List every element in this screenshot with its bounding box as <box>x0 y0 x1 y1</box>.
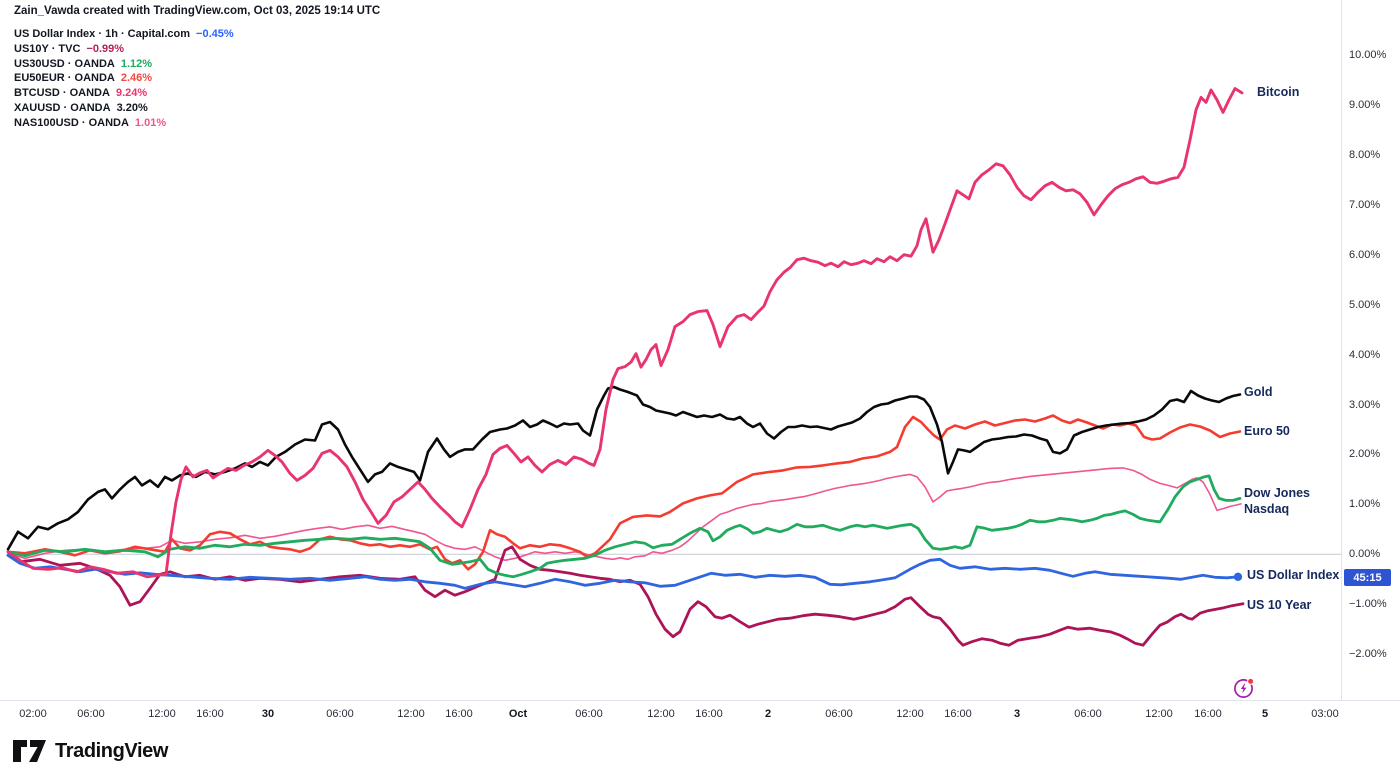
time-axis-label: 12:00 <box>1145 708 1173 720</box>
tradingview-logo-icon <box>13 740 46 762</box>
price-axis-label: 5.00% <box>1349 298 1381 311</box>
time-axis-label: 06:00 <box>1074 708 1102 720</box>
legend-row[interactable]: BTCUSD · OANDA 9.24% <box>14 86 234 101</box>
time-axis-label: 16:00 <box>944 708 972 720</box>
time-axis-label: 06:00 <box>326 708 354 720</box>
time-axis-label: 16:00 <box>196 708 224 720</box>
series-end-dot-usd <box>1233 572 1243 581</box>
legend-symbol: EU50EUR · OANDA <box>14 72 115 85</box>
time-axis-label: 12:00 <box>896 708 924 720</box>
legend-row[interactable]: US30USD · OANDA 1.12% <box>14 57 234 72</box>
time-axis-label: 16:00 <box>445 708 473 720</box>
legend-row[interactable]: XAUUSD · OANDA 3.20% <box>14 101 234 116</box>
time-axis-label: 16:00 <box>695 708 723 720</box>
price-axis-label: 8.00% <box>1349 148 1381 161</box>
countdown-badge: 45:15 <box>1344 569 1391 586</box>
time-axis-label: 06:00 <box>825 708 853 720</box>
time-axis-divider <box>0 700 1400 701</box>
time-axis-label: 30 <box>261 708 275 720</box>
price-axis-divider <box>1341 0 1342 700</box>
legend-row[interactable]: US Dollar Index · 1h · Capital.com −0.45% <box>14 27 234 42</box>
time-axis-label: 2 <box>764 708 772 720</box>
series-line-us10y[interactable] <box>6 545 1245 647</box>
time-axis-label: 12:00 <box>397 708 425 720</box>
time-axis[interactable]: 02:00 06:00 12:00 16:00 30 06:00 12:00 16:00 Oct… <box>0 706 1400 724</box>
price-axis-label: 3.00% <box>1349 398 1381 411</box>
legend-change-value: 1.12% <box>120 57 153 70</box>
time-axis-label: 02:00 <box>19 708 47 720</box>
legend-symbol: US10Y · TVC <box>14 42 81 55</box>
legend-row[interactable]: US10Y · TVC −0.99% <box>14 42 234 57</box>
legend-symbol: US30USD · OANDA <box>14 57 115 70</box>
legend-change-value: −0.45% <box>196 28 234 40</box>
legend-change-value: 2.46% <box>120 72 153 85</box>
series-label-dow-jones: Dow Jones <box>1244 486 1310 500</box>
legend-change-value: 9.24% <box>115 87 148 100</box>
price-axis-label: 10.00% <box>1349 49 1387 61</box>
series-label-bitcoin: Bitcoin <box>1257 85 1300 99</box>
attribution: Zain_Vawda created with TradingView.com,… <box>14 5 381 17</box>
time-axis-label: 5 <box>1261 708 1269 720</box>
legend-change-value: 1.01% <box>134 116 167 129</box>
time-axis-label: 3 <box>1013 708 1021 720</box>
series-label-euro-50: Euro 50 <box>1244 424 1290 438</box>
legend-row[interactable]: EU50EUR · OANDA 2.46% <box>14 71 234 86</box>
time-axis-label: 06:00 <box>575 708 603 720</box>
legend-change-value: −0.99% <box>86 42 125 55</box>
legend: US Dollar Index · 1h · Capital.com −0.45%… <box>14 27 234 131</box>
series-label-us-dollar-index: US Dollar Index <box>1247 568 1340 582</box>
price-axis-label: 4.00% <box>1349 348 1381 361</box>
price-axis-label: 2.00% <box>1349 448 1381 461</box>
series-line-nasdaq[interactable] <box>7 467 1242 562</box>
time-axis-label: 12:00 <box>647 708 675 720</box>
legend-symbol: NAS100USD · OANDA <box>14 116 129 129</box>
series-line-usd[interactable] <box>6 553 1240 590</box>
lightning-icon[interactable] <box>1232 676 1256 700</box>
time-axis-label: 16:00 <box>1194 708 1222 720</box>
legend-change-value: 3.20% <box>116 101 148 114</box>
price-axis-label: −1.00% <box>1349 598 1387 611</box>
price-axis-label: 0.00% <box>1349 548 1381 561</box>
tradingview-logo[interactable]: TradingView <box>12 739 168 763</box>
legend-row[interactable]: NAS100USD · OANDA 1.01% <box>14 116 234 131</box>
price-axis-label: 6.00% <box>1349 248 1381 261</box>
legend-symbol: XAUUSD · OANDA <box>14 101 111 114</box>
series-line-bitcoin[interactable] <box>6 87 1244 579</box>
time-axis-label: 12:00 <box>148 708 176 720</box>
price-axis-label: −2.00% <box>1349 648 1387 661</box>
price-axis-label: 1.00% <box>1349 498 1381 511</box>
time-axis-label: Oct <box>508 708 528 720</box>
series-line-dow[interactable] <box>6 474 1242 579</box>
series-label-nasdaq: Nasdaq <box>1244 502 1290 516</box>
series-line-euro50[interactable] <box>6 414 1242 571</box>
time-axis-label: 03:00 <box>1311 708 1339 720</box>
time-axis-label: 06:00 <box>77 708 105 720</box>
price-axis-label: 7.00% <box>1349 198 1381 211</box>
series-line-gold[interactable] <box>6 385 1242 551</box>
legend-symbol: US Dollar Index · 1h · Capital.com <box>14 28 191 40</box>
series-label-gold: Gold <box>1244 385 1273 399</box>
legend-symbol: BTCUSD · OANDA <box>14 87 110 100</box>
price-axis-label: 9.00% <box>1349 98 1381 111</box>
tradingview-logo-text: TradingView <box>55 739 169 762</box>
series-label-us-10-year: US 10 Year <box>1247 598 1312 612</box>
